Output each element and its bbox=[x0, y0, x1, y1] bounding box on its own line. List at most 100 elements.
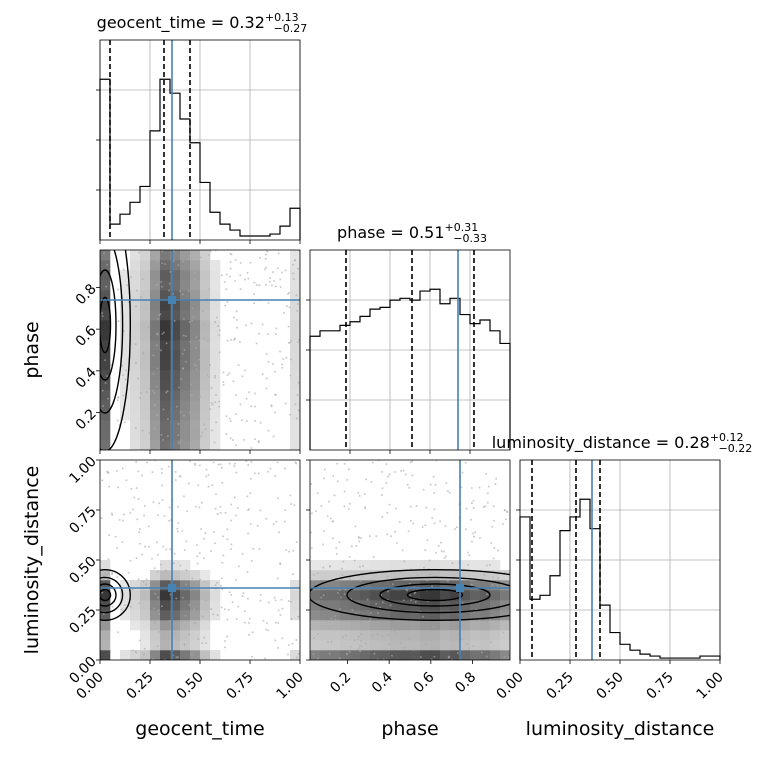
scatter-point bbox=[243, 610, 246, 613]
density-cell bbox=[330, 620, 341, 631]
scatter-point bbox=[410, 599, 413, 602]
scatter-point bbox=[101, 591, 104, 594]
density-cell bbox=[100, 290, 111, 301]
density-cell bbox=[200, 640, 211, 651]
scatter-point bbox=[265, 628, 268, 631]
density-cell bbox=[390, 620, 401, 631]
scatter-point bbox=[162, 331, 165, 334]
scatter-point bbox=[115, 469, 118, 472]
scatter-point bbox=[117, 631, 120, 634]
scatter-point bbox=[220, 606, 223, 609]
scatter-point bbox=[194, 464, 197, 467]
scatter-point bbox=[493, 546, 496, 549]
contour-line bbox=[100, 250, 124, 414]
scatter-point bbox=[222, 381, 225, 384]
density-cell bbox=[340, 640, 351, 651]
density-cell bbox=[120, 360, 131, 371]
density-cell bbox=[180, 600, 191, 611]
scatter-point bbox=[388, 642, 391, 645]
scatter-point bbox=[399, 642, 402, 645]
scatter-point bbox=[426, 539, 429, 542]
density-cell bbox=[100, 270, 111, 281]
scatter-point bbox=[234, 259, 237, 262]
density-cell bbox=[440, 560, 451, 571]
density-cell bbox=[190, 410, 201, 421]
scatter-point bbox=[172, 250, 175, 252]
scatter-point bbox=[339, 607, 342, 610]
density-cell bbox=[200, 390, 211, 401]
scatter-point bbox=[386, 475, 389, 478]
scatter-point bbox=[193, 462, 196, 465]
scatter-point bbox=[312, 573, 315, 576]
scatter-point bbox=[175, 597, 178, 600]
scatter-point bbox=[247, 509, 250, 512]
scatter-point bbox=[472, 645, 475, 648]
density-cell bbox=[190, 420, 201, 431]
scatter-point bbox=[394, 530, 397, 533]
density-cell bbox=[210, 600, 221, 611]
histogram-steps bbox=[309, 288, 511, 450]
scatter-point bbox=[139, 296, 142, 299]
scatter-point bbox=[395, 541, 398, 544]
density-cell bbox=[390, 650, 401, 660]
x-tick-label: 0.75 bbox=[643, 669, 676, 702]
scatter-point bbox=[139, 396, 142, 399]
density-cell bbox=[160, 390, 171, 401]
scatter-point bbox=[179, 411, 182, 414]
scatter-point bbox=[310, 547, 313, 550]
scatter-point bbox=[193, 363, 196, 366]
scatter-point bbox=[220, 274, 223, 277]
scatter-point bbox=[182, 260, 185, 263]
scatter-point bbox=[296, 309, 299, 312]
scatter-point bbox=[368, 535, 371, 538]
scatter-point bbox=[206, 373, 209, 376]
density-cell bbox=[330, 570, 341, 581]
density-cell bbox=[190, 580, 201, 591]
scatter-point bbox=[442, 550, 445, 553]
density-cell bbox=[180, 280, 191, 291]
scatter-point bbox=[295, 541, 298, 544]
scatter-point bbox=[294, 258, 297, 261]
density-cell bbox=[180, 290, 191, 301]
density-cell bbox=[210, 270, 221, 281]
density-cell bbox=[180, 570, 191, 581]
scatter-point bbox=[151, 471, 154, 474]
scatter-point bbox=[248, 633, 251, 636]
density-cell bbox=[430, 640, 441, 651]
scatter-point bbox=[254, 438, 257, 441]
density-cell bbox=[360, 640, 371, 651]
scatter-point bbox=[376, 612, 379, 615]
scatter-point bbox=[154, 592, 157, 595]
density-cell bbox=[190, 350, 201, 361]
density-cell bbox=[130, 380, 141, 391]
density-cell bbox=[170, 620, 181, 631]
density-cell bbox=[310, 560, 321, 571]
scatter-point bbox=[440, 549, 443, 552]
y-tick-label: 0.50 bbox=[66, 554, 99, 587]
scatter-point bbox=[187, 482, 190, 485]
density-cell bbox=[130, 290, 141, 301]
scatter-point bbox=[122, 374, 125, 377]
density-cell bbox=[290, 260, 300, 271]
scatter-point bbox=[357, 638, 360, 641]
density-cell bbox=[390, 560, 401, 571]
scatter-point bbox=[229, 275, 232, 278]
scatter-point bbox=[444, 555, 447, 558]
density-cell bbox=[420, 580, 431, 591]
scatter-point bbox=[226, 374, 229, 377]
scatter-point bbox=[400, 469, 403, 472]
density-cell bbox=[160, 580, 171, 591]
scatter-point bbox=[129, 559, 132, 562]
density-cell bbox=[190, 310, 201, 321]
scatter-point bbox=[313, 637, 316, 640]
scatter-point bbox=[419, 656, 422, 659]
scatter-point bbox=[117, 396, 120, 399]
density-cell bbox=[160, 270, 171, 281]
density-cell bbox=[460, 590, 471, 601]
y-tick-label: 0.8 bbox=[73, 281, 100, 308]
histogram-steps bbox=[519, 498, 721, 660]
scatter-point bbox=[503, 509, 506, 512]
scatter-point bbox=[389, 604, 392, 607]
scatter-point bbox=[470, 583, 473, 586]
scatter-point bbox=[234, 394, 237, 397]
